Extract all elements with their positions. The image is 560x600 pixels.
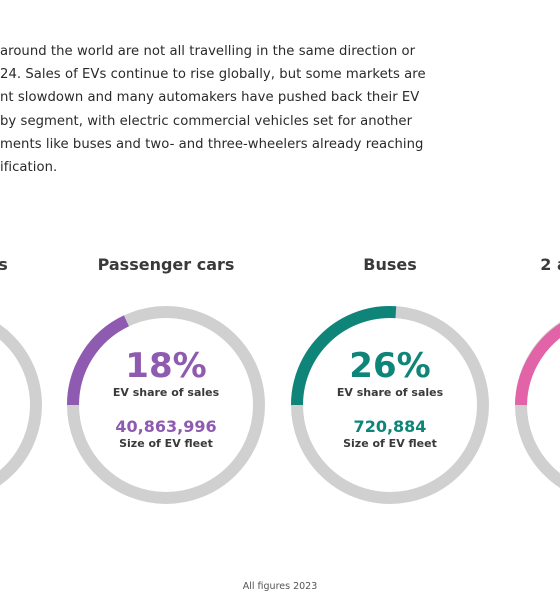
segment-title-partial-left: s — [0, 255, 8, 274]
ring-passenger-cars-arc — [67, 315, 130, 406]
segment-title-partial-right: 2 a — [540, 255, 560, 274]
buses-share-value: 26% — [349, 346, 431, 386]
ring-buses — [291, 306, 489, 504]
passenger-cars-share-value: 18% — [125, 346, 207, 386]
footer-note: All figures 2023 — [242, 581, 318, 592]
ring-partial-right — [515, 322, 560, 488]
intro-line-6: ification. — [0, 160, 58, 175]
passenger-cars-stats: 18% EV share of sales 40,863,996 Size of… — [113, 346, 219, 450]
buses-stats: 26% EV share of sales 720,884 Size of EV… — [337, 346, 443, 450]
intro-line-5: ments like buses and two- and three-whee… — [0, 137, 424, 152]
intro-line-4: by segment, with electric commercial veh… — [0, 114, 413, 129]
buses-share-label: EV share of sales — [336, 386, 444, 399]
passenger-cars-share-label: EV share of sales — [112, 386, 220, 399]
intro-text: around the world are not all travelling … — [0, 0, 560, 200]
segment-title-buses: Buses — [363, 255, 417, 274]
ring-partial-right-arc — [515, 323, 560, 406]
intro-line-1: around the world are not all travelling … — [0, 44, 416, 59]
passenger-cars-fleet-label: Size of EV fleet — [119, 437, 213, 450]
ring-passenger-cars — [67, 306, 265, 504]
ring-partial-left — [0, 324, 42, 486]
passenger-cars-fleet-value: 40,863,996 — [115, 417, 217, 436]
buses-fleet-value: 720,884 — [353, 417, 427, 436]
intro-line-2: 24. Sales of EVs continue to rise global… — [0, 67, 426, 82]
ring-buses-arc — [291, 306, 397, 406]
buses-fleet-label: Size of EV fleet — [343, 437, 437, 450]
intro-line-3: nt slowdown and many automakers have pus… — [0, 90, 420, 105]
segment-title-passenger-cars: Passenger cars — [97, 255, 235, 274]
